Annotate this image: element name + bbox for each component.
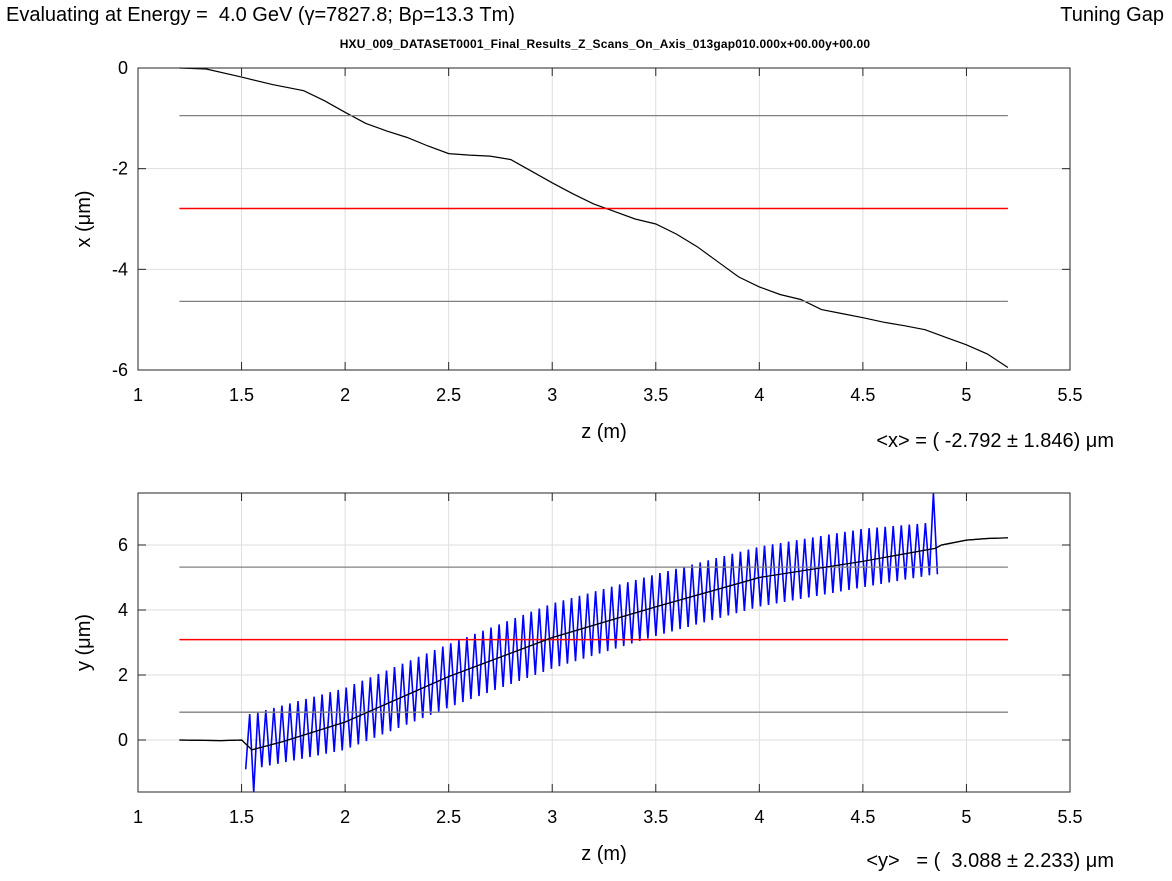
x-xtick-label: 4.5 xyxy=(850,385,875,405)
y-trajectory-line xyxy=(179,537,1008,751)
x-xtick-label: 1.5 xyxy=(229,385,254,405)
y-xtick-label: 2 xyxy=(340,807,350,827)
x-axis-ylabel: x (μm) xyxy=(73,190,95,247)
y-xtick-label: 1.5 xyxy=(229,807,254,827)
y-ytick-label: 6 xyxy=(118,535,128,555)
x-xtick-label: 1 xyxy=(133,385,143,405)
y-plot: 1 1.5 2 2.5 3 3.5 4 4.5 5 5.5 0 2 4 6 z (m) y (μm) xyxy=(73,492,1083,865)
y-axis-ylabel: y (μm) xyxy=(73,614,95,671)
tuning-gap-label: Tuning Gap xyxy=(1060,4,1164,26)
x-ytick-label: -6 xyxy=(112,360,128,380)
x-mean-readout: <x> = ( -2.792 ± 1.846) μm xyxy=(876,430,1114,452)
y-xtick-label: 4.5 xyxy=(850,807,875,827)
dataset-subtitle: HXU_009_DATASET0001_Final_Results_Z_Scan… xyxy=(339,37,871,51)
x-xtick-label: 2.5 xyxy=(436,385,461,405)
x-plot: 1 1.5 2 2.5 3 3.5 4 4.5 5 5.5 -6 -4 -2 0 z (m) x (μm) xyxy=(73,58,1083,443)
y-xtick-label: 2.5 xyxy=(436,807,461,827)
x-ytick-label: 0 xyxy=(118,58,128,78)
figure-title: Evaluating at Energy = 4.0 GeV (γ=7827.8… xyxy=(6,4,515,26)
x-xtick-label: 5.5 xyxy=(1057,385,1082,405)
y-xtick-label: 3.5 xyxy=(643,807,668,827)
y-xtick-label: 5.5 xyxy=(1057,807,1082,827)
y-xtick-label: 3 xyxy=(547,807,557,827)
y-axis-xlabel: z (m) xyxy=(581,843,627,865)
y-ytick-label: 0 xyxy=(118,730,128,750)
y-mean-readout: <y> = ( 3.088 ± 2.233) μm xyxy=(866,850,1114,872)
y-xtick-label: 5 xyxy=(961,807,971,827)
x-xtick-label: 2 xyxy=(340,385,350,405)
x-ytick-label: -2 xyxy=(112,159,128,179)
x-axis-xlabel: z (m) xyxy=(581,421,627,443)
y-axes-frame xyxy=(137,492,1071,793)
y-xtick-label: 4 xyxy=(754,807,764,827)
x-axes-frame xyxy=(137,67,1071,371)
x-ytick-label: -4 xyxy=(112,259,128,279)
y-ytick-label: 2 xyxy=(118,665,128,685)
x-xtick-label: 3.5 xyxy=(643,385,668,405)
y-trajectory-overlay xyxy=(179,537,1008,751)
x-xtick-label: 5 xyxy=(961,385,971,405)
x-trajectory-line xyxy=(179,67,1009,369)
y-ytick-label: 4 xyxy=(118,600,128,620)
y-xtick-label: 1 xyxy=(133,807,143,827)
x-xtick-label: 4 xyxy=(754,385,764,405)
x-xtick-label: 3 xyxy=(547,385,557,405)
y-oscillation-series xyxy=(244,492,939,793)
